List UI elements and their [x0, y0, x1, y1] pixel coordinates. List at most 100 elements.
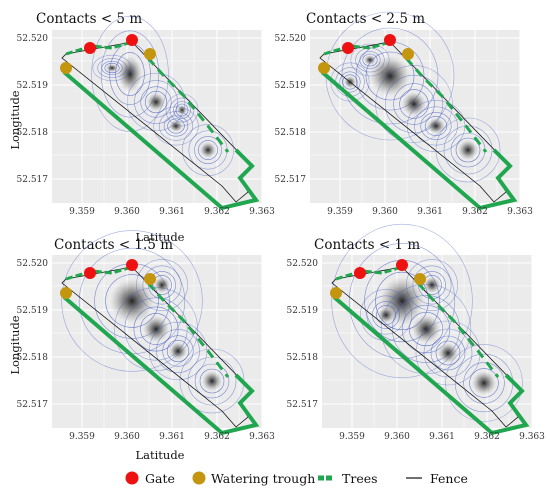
x-tick-label: 9.362 — [474, 432, 500, 442]
x-tick-label: 9.363 — [507, 207, 533, 217]
density-contour — [124, 297, 188, 361]
density-contour — [142, 265, 182, 305]
density-contour — [399, 89, 429, 119]
gate-marker — [84, 267, 96, 279]
x-tick-label: 9.360 — [384, 432, 410, 442]
y-tick-label: 52.520 — [275, 34, 307, 44]
x-tick-label: 9.360 — [114, 432, 140, 442]
density-peak — [154, 277, 170, 293]
legend-label-watering-trough: Watering trough — [211, 471, 315, 486]
density-peak — [472, 371, 496, 395]
density-contour — [366, 295, 406, 335]
y-axis-ticks: 52.520 52.519 52.518 52.517 — [17, 34, 49, 185]
density-contour — [92, 54, 132, 82]
plot-area — [310, 11, 521, 211]
x-tick-label: 9.361 — [159, 432, 185, 442]
watering-trough-marker — [60, 62, 72, 74]
trees-line — [65, 265, 133, 281]
watering-trough-marker — [318, 62, 330, 74]
density-contour — [144, 90, 168, 114]
watering-trough-marker — [330, 287, 342, 299]
y-tick-label: 52.518 — [17, 128, 49, 138]
y-axis-ticks: 52.520 52.519 52.518 52.517 — [287, 259, 319, 410]
y-tick-label: 52.520 — [17, 259, 49, 269]
panel-contacts-2.5m: Contacts < 2.5 m 52.520 52.519 52.518 52.51… — [275, 11, 534, 217]
density-contour — [173, 101, 191, 119]
density-contour — [342, 74, 358, 90]
y-tick-label: 52.517 — [275, 175, 307, 185]
x-tick-label: 9.361 — [429, 432, 455, 442]
trees-line — [416, 282, 500, 378]
density-peak — [200, 142, 216, 158]
density-peak — [424, 277, 440, 293]
y-tick-label: 52.517 — [17, 175, 49, 185]
x-tick-label: 9.359 — [327, 207, 353, 217]
density-contour — [362, 53, 378, 67]
x-tick-label: 9.363 — [249, 207, 275, 217]
density-peak — [106, 64, 118, 72]
watering-trough-marker — [402, 48, 414, 60]
density-contour — [469, 368, 499, 398]
density-peak — [202, 371, 222, 391]
plot-area — [322, 223, 533, 436]
y-axis-ticks: 52.520 52.519 52.518 52.517 — [275, 34, 307, 185]
density-contour — [136, 259, 188, 311]
x-tick-label: 9.361 — [417, 207, 443, 217]
density-contour — [104, 62, 120, 74]
density-contour — [194, 363, 230, 399]
trees-line — [335, 265, 403, 281]
trees-line — [320, 70, 518, 211]
density-contour — [414, 106, 458, 146]
gate-legend-marker — [125, 471, 139, 485]
density-contour — [105, 274, 159, 328]
density-contour — [182, 124, 234, 176]
gate-marker — [126, 259, 138, 271]
x-axis-label: Latitude — [136, 230, 185, 244]
density-contour — [408, 311, 444, 347]
panel-title: Contacts < 5 m — [36, 11, 142, 27]
watering-trough-marker — [144, 48, 156, 60]
density-peak — [110, 279, 154, 323]
x-tick-label: 9.359 — [339, 432, 365, 442]
density-peak — [378, 307, 394, 323]
density-peak — [143, 316, 169, 342]
y-tick-label: 52.519 — [275, 81, 307, 91]
density-contour — [156, 329, 200, 373]
y-tick-label: 52.520 — [287, 259, 319, 269]
density-peak — [370, 56, 410, 96]
trees-line — [65, 40, 133, 56]
density-contour — [198, 140, 218, 160]
plot-background — [52, 30, 262, 203]
density-contour — [331, 223, 473, 379]
density-contour — [422, 275, 442, 295]
y-tick-label: 52.517 — [287, 400, 319, 410]
panel-contacts-1.5m: Contacts < 1.5 m 52.520 52.519 52.518 52.51… — [8, 230, 275, 462]
plot-area — [52, 230, 263, 436]
x-axis-ticks: 9.359 9.360 9.361 9.362 9.363 — [327, 207, 533, 217]
trees-line — [146, 282, 230, 378]
density-contour — [463, 362, 505, 404]
y-axis-label: Longitude — [8, 90, 22, 149]
density-contour — [166, 339, 190, 363]
y-tick-label: 52.519 — [287, 306, 319, 316]
panel-title: Contacts < 1 m — [314, 237, 420, 253]
x-tick-label: 9.360 — [114, 207, 140, 217]
x-axis-ticks: 9.359 9.360 9.361 9.362 9.363 — [69, 432, 275, 442]
density-contour — [339, 71, 361, 93]
panel-contacts-5m: Contacts < 5 m 52.52052.51952.51852.517 … — [8, 11, 275, 244]
x-tick-label: 9.362 — [462, 207, 488, 217]
plot-background — [310, 30, 520, 203]
x-axis-ticks: 9.359 9.360 9.361 9.362 9.363 — [69, 207, 275, 217]
trees-line — [62, 70, 260, 211]
y-axis-ticks: 52.520 52.519 52.518 52.517 — [17, 259, 49, 410]
density-contour — [140, 313, 172, 345]
plot-area — [52, 16, 263, 211]
density-contour — [91, 16, 169, 132]
trees-line — [404, 57, 488, 153]
x-tick-label: 9.363 — [519, 432, 545, 442]
y-tick-label: 52.518 — [287, 353, 319, 363]
density-contour — [406, 259, 458, 311]
density-contour — [134, 80, 178, 124]
gate-marker — [396, 259, 408, 271]
density-peak — [118, 56, 142, 92]
